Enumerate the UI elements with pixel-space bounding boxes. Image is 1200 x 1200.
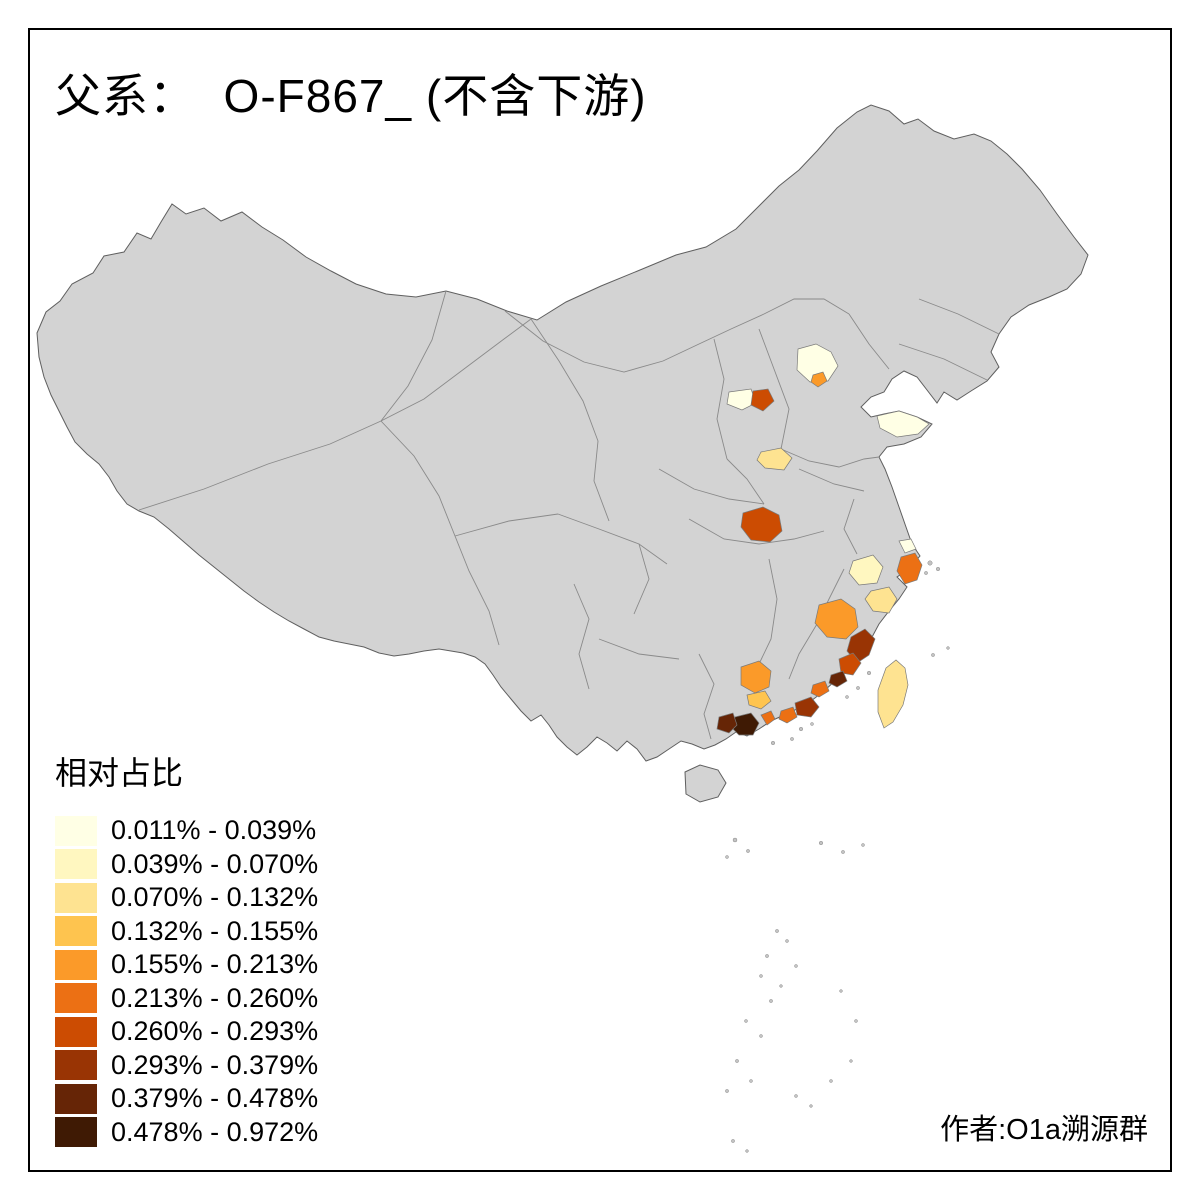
map-region [746, 690, 772, 710]
hainan-island [684, 764, 727, 803]
legend-label: 0.039% - 0.070% [111, 848, 319, 879]
legend-swatch [55, 949, 97, 980]
legend-label: 0.478% - 0.972% [111, 1116, 319, 1147]
legend-swatch [55, 1083, 97, 1114]
map-region [864, 586, 898, 614]
legend-swatch [55, 916, 97, 947]
legend-swatch [55, 983, 97, 1014]
legend-item: 0.293% - 0.379% [55, 1049, 318, 1083]
legend-title: 相对占比 [55, 755, 184, 791]
map-region [726, 388, 757, 411]
legend-item: 0.478% - 0.972% [55, 1116, 318, 1150]
map-region [838, 652, 862, 676]
colored-regions [716, 343, 930, 736]
legend-item: 0.155% - 0.213% [55, 948, 318, 982]
legend-label: 0.155% - 0.213% [111, 949, 319, 980]
map-region [810, 371, 828, 388]
map-region [896, 552, 923, 585]
legend-item: 0.011% - 0.039% [55, 814, 318, 848]
legend-swatch [55, 882, 97, 913]
map-region [740, 660, 772, 694]
legend-swatch [55, 849, 97, 880]
map-region [848, 554, 884, 586]
map-title: 父系： O-F867_ (不含下游) [55, 70, 647, 122]
legend-label: 0.260% - 0.293% [111, 1016, 319, 1047]
map-region [716, 712, 738, 734]
legend-item: 0.260% - 0.293% [55, 1015, 318, 1049]
legend-swatch [55, 1016, 97, 1047]
legend-swatch [55, 815, 97, 846]
legend-item: 0.379% - 0.478% [55, 1082, 318, 1116]
legend-label: 0.379% - 0.478% [111, 1083, 319, 1114]
map-region [794, 696, 820, 718]
taiwan-island [877, 659, 909, 729]
china-mainland [36, 104, 1089, 762]
map-region [876, 410, 930, 438]
sea-islands [725, 560, 950, 1153]
legend-label: 0.132% - 0.155% [111, 915, 319, 946]
map-region [740, 506, 783, 543]
legend-item: 0.132% - 0.155% [55, 915, 318, 949]
legend: 相对占比 0.011% - 0.039% 0.039% - 0.070% 0.070… [55, 748, 318, 1149]
map-region [778, 706, 798, 724]
map-region [796, 343, 839, 383]
map-region [750, 388, 775, 412]
legend-label: 0.213% - 0.260% [111, 982, 319, 1013]
map-region [756, 447, 793, 471]
legend-items: 0.011% - 0.039% 0.039% - 0.070% 0.070% - 0… [55, 814, 318, 1149]
province-boundaries [138, 290, 1000, 740]
map-region [828, 670, 848, 688]
legend-item: 0.039% - 0.070% [55, 848, 318, 882]
map-region [810, 680, 830, 698]
legend-swatch [55, 1050, 97, 1081]
legend-swatch [55, 1117, 97, 1148]
legend-item: 0.213% - 0.260% [55, 982, 318, 1016]
legend-label: 0.070% - 0.132% [111, 882, 319, 913]
legend-item: 0.070% - 0.132% [55, 881, 318, 915]
map-region [814, 598, 859, 640]
map-region [898, 538, 917, 554]
legend-label: 0.293% - 0.379% [111, 1049, 319, 1080]
map-region [760, 710, 776, 726]
author-credit: 作者:O1a溯源群 [940, 1114, 1148, 1146]
legend-label: 0.011% - 0.039% [111, 815, 317, 846]
